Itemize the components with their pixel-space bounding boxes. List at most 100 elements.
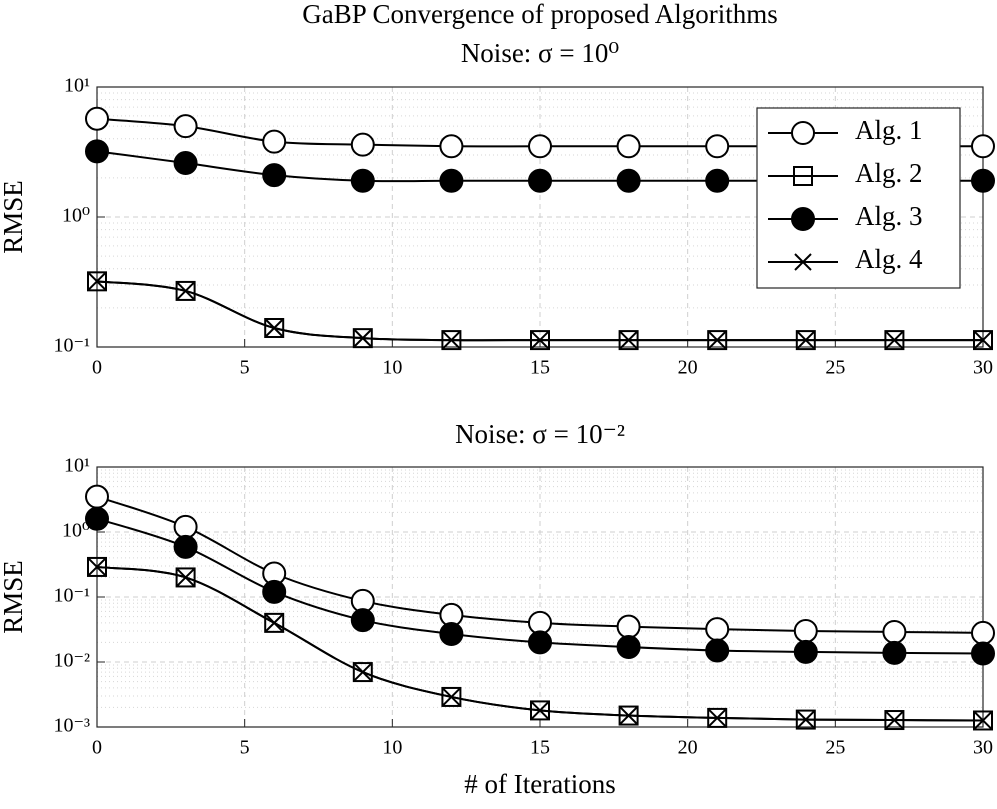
x-tick-label: 10 [382, 357, 402, 379]
marker [885, 331, 904, 349]
y-tick-label: 10⁻¹ [53, 585, 90, 607]
marker [88, 558, 106, 576]
marker [528, 630, 552, 655]
x-tick-label: 15 [530, 737, 550, 759]
marker [974, 331, 992, 349]
marker [439, 168, 464, 193]
marker [85, 506, 109, 531]
marker [971, 168, 995, 193]
marker [619, 331, 638, 349]
marker [354, 329, 372, 347]
marker [616, 614, 641, 639]
marker [439, 134, 464, 159]
legend-marker [793, 166, 813, 186]
legend-label: Alg. 3 [855, 201, 923, 231]
marker [173, 114, 198, 139]
marker [971, 620, 995, 645]
marker [265, 614, 283, 632]
marker [705, 617, 730, 642]
x-tick-label: 25 [825, 737, 845, 759]
legend-label: Alg. 2 [855, 158, 923, 188]
marker [442, 331, 461, 349]
legend-marker [794, 253, 812, 271]
marker [616, 168, 641, 193]
legend-label: Alg. 1 [855, 115, 923, 145]
marker [531, 701, 549, 720]
x-axis-label: # of Iterations [464, 769, 615, 799]
marker [708, 331, 726, 349]
marker [882, 619, 907, 644]
marker [265, 319, 283, 337]
marker [173, 514, 198, 539]
y-axis-label: RMSE [0, 560, 28, 634]
marker [705, 168, 730, 193]
marker [352, 662, 373, 683]
marker [528, 168, 552, 193]
marker [974, 711, 992, 730]
marker [350, 132, 375, 157]
x-tick-label: 20 [678, 357, 698, 379]
y-axis-label: RMSE [0, 180, 28, 254]
legend: Alg. 1 Alg. 2 Alg. 3 Alg. 4 [756, 107, 961, 289]
x-tick-label: 20 [678, 737, 698, 759]
y-tick-label: 10⁰ [62, 205, 90, 227]
marker [350, 608, 375, 633]
x-tick-label: 0 [92, 357, 102, 379]
y-tick-label: 10¹ [64, 455, 90, 477]
x-tick-label: 30 [973, 357, 993, 379]
marker [175, 280, 196, 301]
marker [88, 272, 106, 291]
marker [173, 534, 198, 559]
marker [439, 621, 464, 646]
marker [264, 612, 285, 633]
marker [175, 567, 196, 588]
marker [616, 134, 641, 159]
marker [793, 639, 818, 664]
marker [264, 318, 285, 339]
marker [262, 129, 287, 154]
x-tick-label: 30 [973, 737, 993, 759]
marker [793, 618, 818, 643]
marker [971, 134, 995, 159]
chart-title: GaBP Convergence of proposed Algorithms [302, 0, 777, 29]
y-tick-label: 10⁻¹ [53, 335, 90, 357]
marker [619, 706, 638, 725]
legend-label: Alg. 4 [855, 244, 923, 274]
marker [262, 163, 287, 188]
marker [531, 331, 549, 349]
marker [885, 711, 904, 729]
x-tick-label: 5 [240, 357, 250, 379]
marker [616, 635, 641, 660]
marker [797, 331, 815, 349]
marker [173, 151, 198, 176]
x-tick-label: 5 [240, 737, 250, 759]
x-tick-label: 10 [382, 737, 402, 759]
marker [350, 168, 375, 193]
chart-title: Noise: σ = 10⁻² [455, 419, 625, 449]
y-tick-label: 10⁰ [62, 520, 90, 542]
legend-marker [791, 207, 815, 231]
marker [442, 688, 461, 706]
y-tick-label: 10⁻³ [53, 715, 90, 737]
marker [262, 579, 287, 604]
marker [708, 709, 726, 727]
plot-frame [96, 86, 984, 348]
marker [85, 106, 109, 131]
chart-subtitle: Noise: σ = 10⁰ [461, 38, 620, 68]
y-tick-label: 10⁻² [53, 650, 90, 672]
marker [176, 282, 195, 300]
marker [971, 641, 995, 666]
x-tick-label: 15 [530, 357, 550, 379]
legend-marker [791, 121, 815, 145]
legend-box [756, 107, 961, 289]
marker [882, 640, 907, 665]
marker [176, 568, 195, 587]
y-tick-label: 10¹ [64, 75, 90, 97]
marker [797, 710, 815, 729]
plot-frame [96, 466, 984, 728]
marker [85, 139, 109, 164]
marker [85, 484, 109, 509]
marker [705, 638, 730, 663]
